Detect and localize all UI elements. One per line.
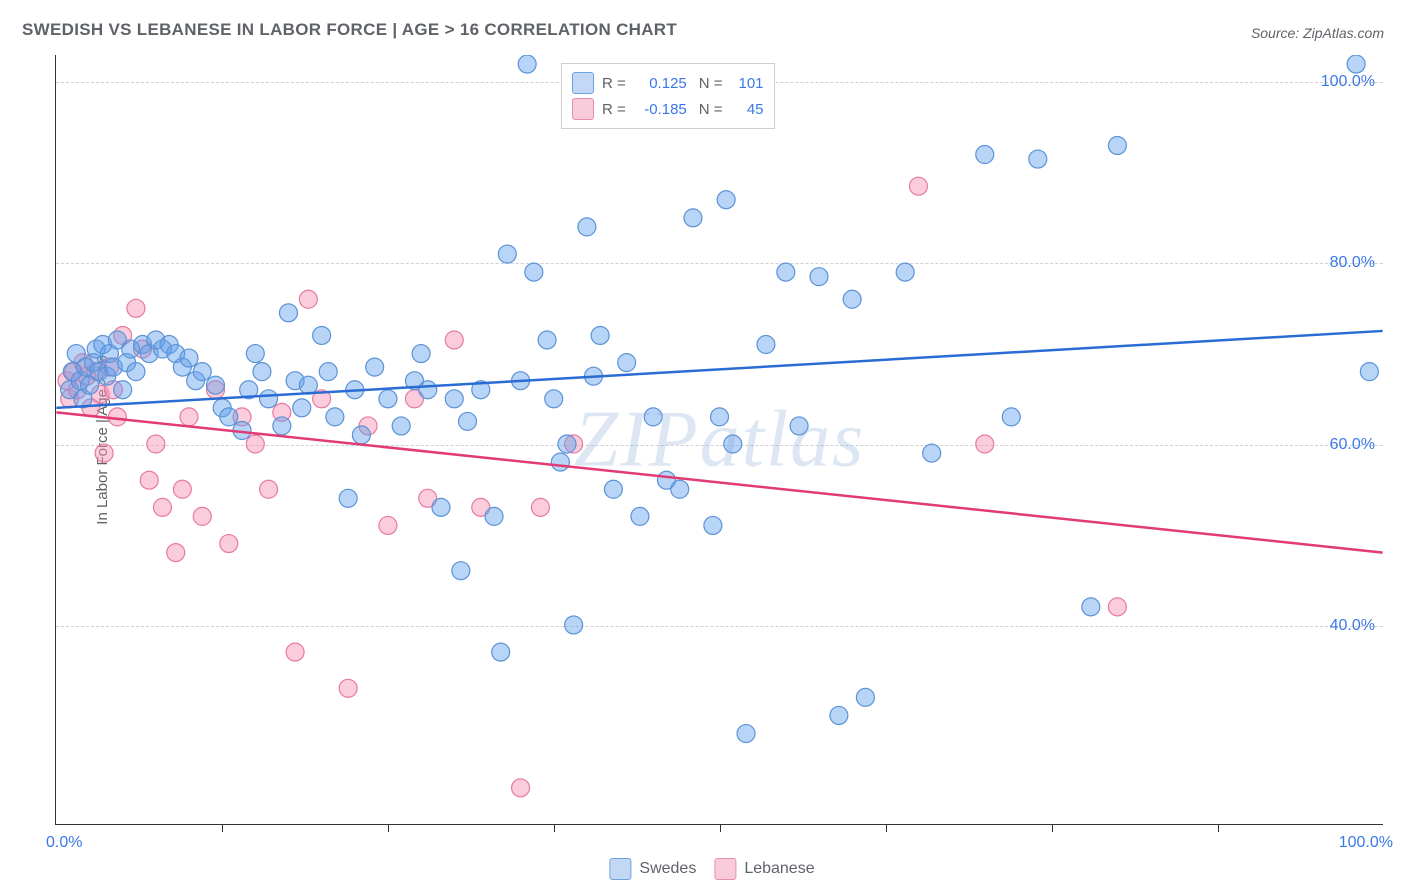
y-tick-label: 40.0% [1330,617,1375,635]
chart-title: SWEDISH VS LEBANESE IN LABOR FORCE | AGE… [22,20,677,40]
lebanese-r-value: -0.185 [632,101,687,118]
n-label: N = [699,75,723,92]
swedes-n-value: 101 [729,75,764,92]
source-label: Source: ZipAtlas.com [1251,25,1384,41]
y-tick-label: 80.0% [1330,254,1375,272]
bottom-legend: Swedes Lebanese [591,858,814,880]
lebanese-legend-label: Lebanese [744,860,814,878]
r-label: R = [602,101,626,118]
chart-container: SWEDISH VS LEBANESE IN LABOR FORCE | AGE… [0,0,1406,892]
lebanese-n-value: 45 [729,101,764,118]
r-label: R = [602,75,626,92]
swedes-swatch-icon [609,858,631,880]
n-label: N = [699,101,723,118]
swedes-legend-label: Swedes [639,860,696,878]
y-tick-label: 100.0% [1321,73,1375,91]
y-tick-label: 60.0% [1330,436,1375,454]
x-axis-min-label: 0.0% [46,834,82,852]
x-axis-max-label: 100.0% [1339,834,1393,852]
plot-region: In Labor Force | Age > 16 0.0% 100.0% ZI… [55,55,1383,825]
legend-row-lebanese: R = -0.185 N = 45 [572,96,764,122]
correlation-legend-box: R = 0.125 N = 101 R = -0.185 N = 45 [561,63,775,129]
swedes-r-value: 0.125 [632,75,687,92]
legend-row-swedes: R = 0.125 N = 101 [572,70,764,96]
swedes-swatch-icon [572,72,594,94]
scatter-chart-svg [56,55,1383,824]
lebanese-swatch-icon [572,98,594,120]
lebanese-swatch-icon [714,858,736,880]
